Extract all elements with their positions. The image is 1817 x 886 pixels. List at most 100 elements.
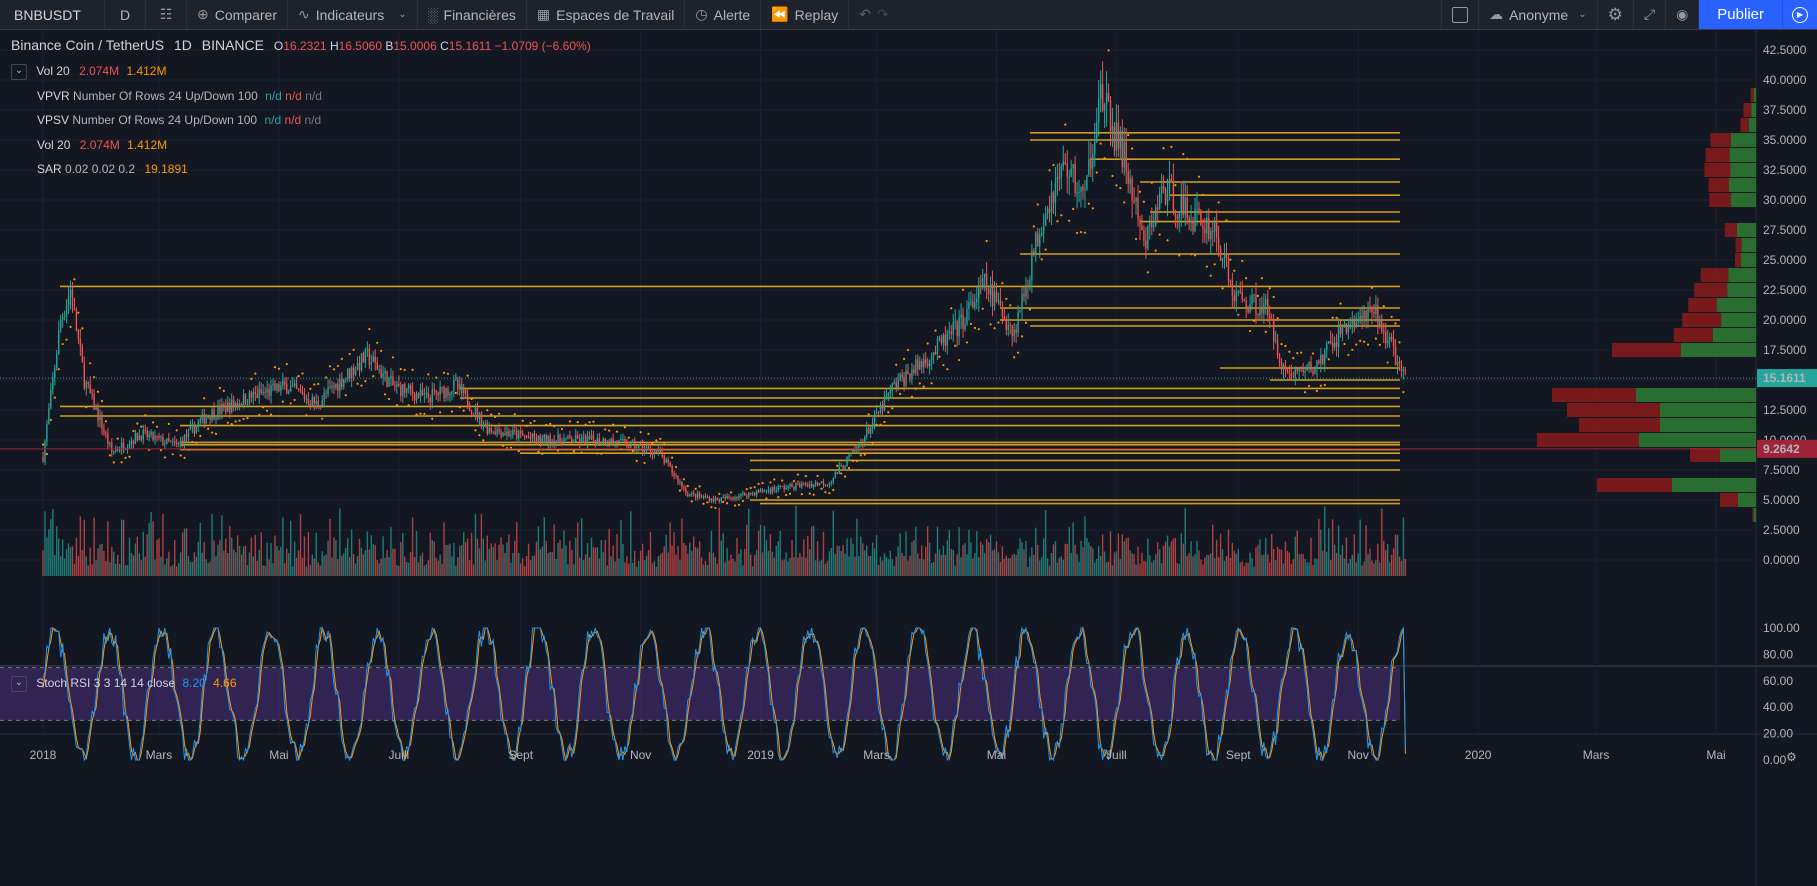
redo-icon[interactable]: ↷ <box>876 6 889 22</box>
volume-bar <box>301 557 304 576</box>
sar-dot <box>175 429 178 432</box>
volume-bar <box>775 546 777 576</box>
candle-body <box>152 431 154 440</box>
financials-button[interactable]: ░ Financières <box>418 0 527 29</box>
volume-bar <box>1267 554 1269 576</box>
volume-bar <box>1058 557 1061 576</box>
volume-bar <box>291 566 294 576</box>
price-tick-label: 30.0000 <box>1763 193 1807 207</box>
volume-bar <box>120 519 123 576</box>
candle-body <box>1176 216 1179 219</box>
volume-bar <box>614 561 616 576</box>
candle-body <box>1141 224 1143 231</box>
candle-body <box>1381 319 1383 332</box>
candle-body <box>869 427 872 434</box>
volume-profile-down-bar <box>1682 313 1722 327</box>
alert-button[interactable]: ◷ Alerte <box>685 0 762 29</box>
volume-bar <box>1198 550 1200 576</box>
candle-body <box>854 448 856 451</box>
volume-bar <box>1288 552 1291 576</box>
publish-label: Publier <box>1717 6 1764 23</box>
undo-button[interactable]: ↶ ↷ <box>849 0 904 29</box>
volume-bar <box>765 540 768 576</box>
interval-button[interactable]: D <box>105 0 146 29</box>
volume-bar <box>1017 548 1019 576</box>
volume-bar <box>215 556 217 576</box>
snapshot-button[interactable]: ◉ <box>1666 0 1700 29</box>
volume-bar <box>995 541 998 576</box>
stoch-rsi-legend[interactable]: ⌄ Stoch RSI 3 3 14 14 close 8.20 4.66 <box>11 676 237 692</box>
volume-bar <box>124 565 127 576</box>
sar-dot <box>486 409 489 412</box>
sar-dot <box>1264 330 1267 333</box>
compare-button[interactable]: ⊕ Comparer <box>187 0 288 29</box>
candle-body <box>561 441 563 446</box>
play-button[interactable]: ▶ <box>1782 0 1817 29</box>
indicator-legend-vpvr[interactable]: VPVR Number Of Rows 24 Up/Down 100 n/d n… <box>37 89 322 103</box>
candle-body <box>1388 336 1391 341</box>
workspaces-button[interactable]: ▦ Espaces de Travail <box>527 0 686 29</box>
volume-bar <box>1107 561 1110 576</box>
sar-dot <box>576 421 579 424</box>
sar-dot <box>887 411 890 414</box>
indicator-legend-vol-2[interactable]: Vol 20 2.074M 1.412M <box>37 138 167 152</box>
volume-bar <box>1383 540 1385 576</box>
candle-body <box>1137 197 1139 220</box>
sar-dot <box>1300 351 1303 354</box>
indicator-legend-vol-1[interactable]: ⌄ Vol 20 2.074M 1.412M <box>11 64 166 80</box>
sar-dot <box>49 418 52 421</box>
candle-body <box>1200 212 1202 226</box>
symbol-search[interactable]: BNBUSDT <box>0 0 105 29</box>
volume-bar <box>209 561 211 576</box>
candle-body <box>883 398 886 410</box>
indicators-button[interactable]: ∿ Indicateurs ⌄ <box>288 0 418 29</box>
fullscreen-layout-button[interactable] <box>1441 0 1480 29</box>
fullscreen-button[interactable]: ⤢ <box>1634 0 1667 29</box>
volume-profile-down-bar <box>1752 508 1754 522</box>
candle-body <box>1235 291 1238 302</box>
candle-body <box>1080 186 1082 192</box>
volume-bar <box>616 534 618 576</box>
chart-style-button[interactable]: ☷ <box>146 0 187 29</box>
sar-dot <box>769 481 772 484</box>
settings-button[interactable]: ⚙ <box>1598 0 1634 29</box>
sar-dot <box>934 329 937 332</box>
candle-body <box>1035 232 1037 255</box>
candle-body <box>1103 105 1106 111</box>
user-button[interactable]: ☁ Anonyme ⌄ <box>1479 0 1598 29</box>
sar-dot <box>61 342 64 346</box>
volume-bar <box>867 555 870 576</box>
time-tick-label: Mars <box>863 748 890 762</box>
volume-bar <box>1357 553 1359 576</box>
volume-bar <box>1044 509 1047 576</box>
candle-body <box>364 349 367 363</box>
collapse-legend-button[interactable]: ⌄ <box>11 676 27 692</box>
candle-body <box>630 441 632 448</box>
candle-body <box>1186 198 1188 219</box>
publish-button[interactable]: Publier <box>1699 0 1782 29</box>
volume-bar <box>634 550 636 576</box>
indicator-legend-vpsv[interactable]: VPSV Number Of Rows 24 Up/Down 100 n/d n… <box>37 113 321 127</box>
replay-button[interactable]: ⏪ Replay <box>761 0 850 29</box>
candle-body <box>217 406 219 418</box>
volume-bar <box>1343 558 1346 576</box>
candle-body <box>706 497 709 499</box>
volume-bar <box>266 542 268 576</box>
volume-bar <box>1196 540 1198 576</box>
candle-body <box>930 356 933 360</box>
indicator-legend-sar[interactable]: SAR 0.02 0.02 0.2 19.1891 <box>37 162 188 176</box>
chart-canvas[interactable]: 42.500040.000037.500035.000032.500030.00… <box>0 30 1817 886</box>
volume-bar <box>708 552 711 576</box>
volume-bar <box>706 565 709 576</box>
indicator-value: 1.412M <box>126 64 167 79</box>
collapse-legend-button[interactable]: ⌄ <box>11 64 27 80</box>
volume-profile-up-bar <box>1729 178 1756 192</box>
candle-body <box>411 390 414 395</box>
candle-body <box>1349 323 1352 328</box>
volume-bar <box>272 563 274 576</box>
volume-bar <box>1084 516 1086 576</box>
sar-dot <box>635 459 638 463</box>
candle-body <box>1056 177 1059 183</box>
sar-dot <box>1331 316 1334 319</box>
sar-dot <box>462 409 465 412</box>
